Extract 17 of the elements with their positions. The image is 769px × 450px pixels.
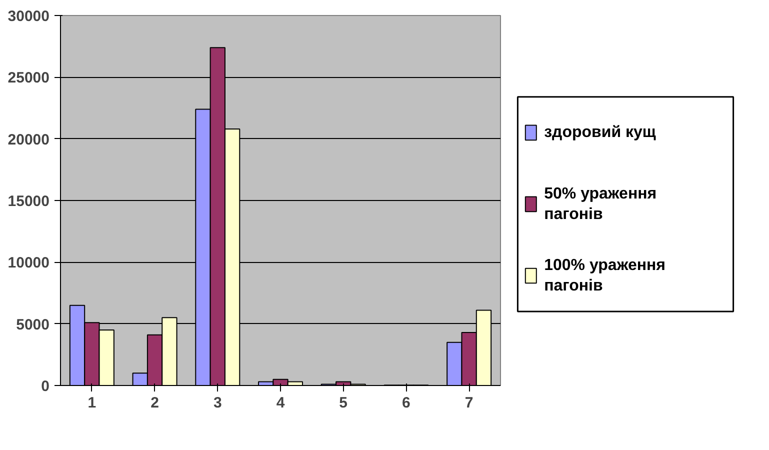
x-tick-label: 3 bbox=[213, 394, 222, 412]
y-tick-label: 25000 bbox=[8, 70, 50, 87]
y-tick-label: 20000 bbox=[8, 131, 50, 148]
y-tick-label: 15000 bbox=[8, 193, 50, 210]
y-tick-label: 0 bbox=[41, 378, 50, 395]
x-tick-label: 4 bbox=[276, 394, 286, 412]
legend-label: 100% ураження пагонів bbox=[544, 257, 666, 294]
y-tick-label: 30000 bbox=[8, 8, 50, 25]
x-tick-label: 7 bbox=[464, 394, 474, 412]
y-tick-label: 10000 bbox=[8, 254, 50, 272]
x-tick-label: 5 bbox=[339, 394, 348, 412]
x-tick-label: 1 bbox=[88, 394, 96, 412]
x-tick-label: 2 bbox=[150, 394, 159, 412]
legend-label: 50% ураження пагонів bbox=[544, 186, 657, 223]
y-tick-label: 5000 bbox=[16, 316, 50, 334]
legend-label: здоровий кущ bbox=[544, 124, 656, 142]
x-tick-label: 6 bbox=[402, 394, 410, 412]
